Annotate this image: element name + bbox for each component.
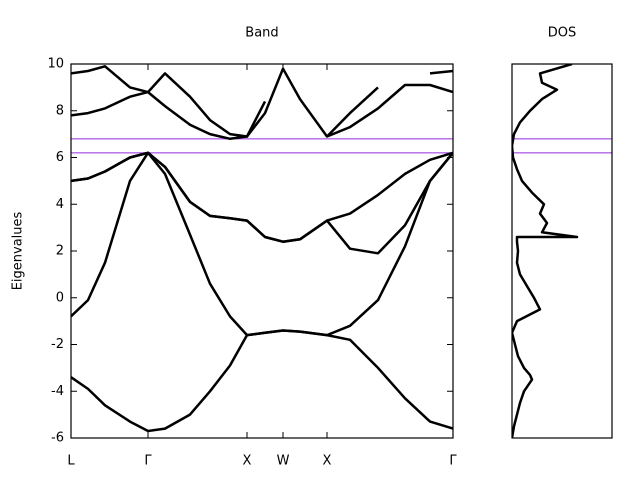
y-tick-label: 8 [56,103,64,118]
y-tick-label: -4 [51,384,64,399]
y-tick-label: 4 [56,197,64,212]
plot-frame [511,63,613,439]
x-tick-label: Γ [144,454,152,469]
x-tick-label: X [323,454,332,469]
x-tick-label: W [277,454,290,469]
band-line [71,151,453,337]
band-line [71,65,453,138]
plot-area [512,64,612,438]
plot-frame [70,63,454,439]
y-tick-label: 6 [56,150,64,165]
x-tick-label: X [243,454,252,469]
x-tick-label: Γ [449,454,457,469]
dos-title: DOS [548,26,577,41]
y-tick-label: 2 [56,244,64,259]
y-tick-label: 0 [56,290,64,305]
band-line [71,329,453,433]
band-line [71,67,453,141]
y-tick-label: -6 [51,431,64,446]
band-line [71,151,453,243]
y-tick-label: 10 [47,57,64,72]
band-title: Band [245,26,278,41]
band-line [512,64,579,438]
x-tick-label: L [67,454,75,469]
band-line [71,151,453,255]
y-tick-label: -2 [51,337,64,352]
plot-area [71,65,453,433]
y-axis-label: Eigenvalues [11,211,26,290]
